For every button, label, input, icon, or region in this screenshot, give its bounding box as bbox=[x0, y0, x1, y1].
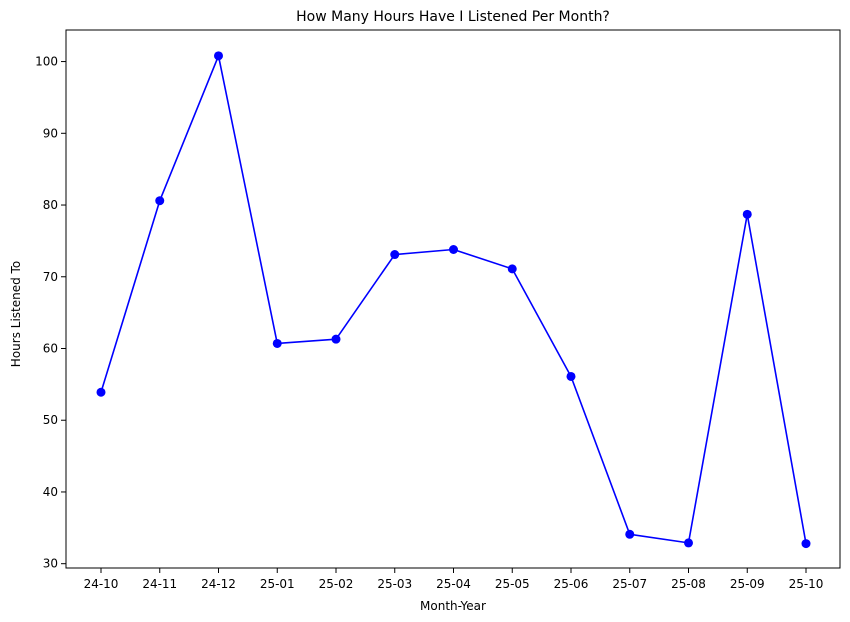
x-tick-label: 25-03 bbox=[377, 577, 412, 591]
data-point bbox=[566, 371, 576, 381]
data-point bbox=[155, 196, 165, 206]
x-tick-label: 25-05 bbox=[495, 577, 530, 591]
y-tick-label: 80 bbox=[43, 198, 58, 212]
x-tick-label: 25-10 bbox=[789, 577, 824, 591]
x-tick-label: 25-01 bbox=[260, 577, 295, 591]
x-tick-label: 25-08 bbox=[671, 577, 706, 591]
y-tick-label: 100 bbox=[35, 55, 58, 69]
data-point bbox=[449, 245, 458, 255]
y-tick-label: 70 bbox=[43, 270, 58, 284]
data-point bbox=[801, 539, 811, 549]
x-tick-label: 25-02 bbox=[319, 577, 354, 591]
x-tick-label: 25-06 bbox=[554, 577, 589, 591]
plot-area: 24-10 24-11 24-12 25-01 25-02 25-03 25-04 25-05… bbox=[35, 29, 841, 591]
data-point bbox=[390, 250, 400, 260]
data-point bbox=[742, 209, 752, 219]
data-point bbox=[625, 529, 635, 539]
chart-title: How Many Hours Have I Listened Per Month… bbox=[296, 9, 610, 25]
data-point bbox=[684, 538, 693, 548]
y-tick-label: 50 bbox=[43, 413, 58, 427]
x-tick-label: 24-12 bbox=[201, 577, 236, 591]
data-point bbox=[272, 338, 282, 348]
y-tick-label: 40 bbox=[43, 485, 58, 499]
y-tick-label: 30 bbox=[43, 557, 58, 571]
y-axis-label: Hours Listened To bbox=[9, 261, 23, 367]
data-point bbox=[507, 264, 517, 274]
data-point bbox=[214, 51, 223, 61]
x-tick-label: 24-10 bbox=[84, 577, 119, 591]
y-tick-label: 90 bbox=[43, 126, 58, 140]
x-tick-label: 25-09 bbox=[730, 577, 765, 591]
x-tick-label: 25-04 bbox=[436, 577, 471, 591]
x-tick-label: 24-11 bbox=[142, 577, 177, 591]
data-point bbox=[331, 334, 341, 344]
y-tick-label: 60 bbox=[43, 341, 58, 355]
x-axis-label: Month-Year bbox=[420, 599, 486, 613]
x-tick-label: 25-07 bbox=[612, 577, 647, 591]
data-point bbox=[96, 387, 106, 397]
